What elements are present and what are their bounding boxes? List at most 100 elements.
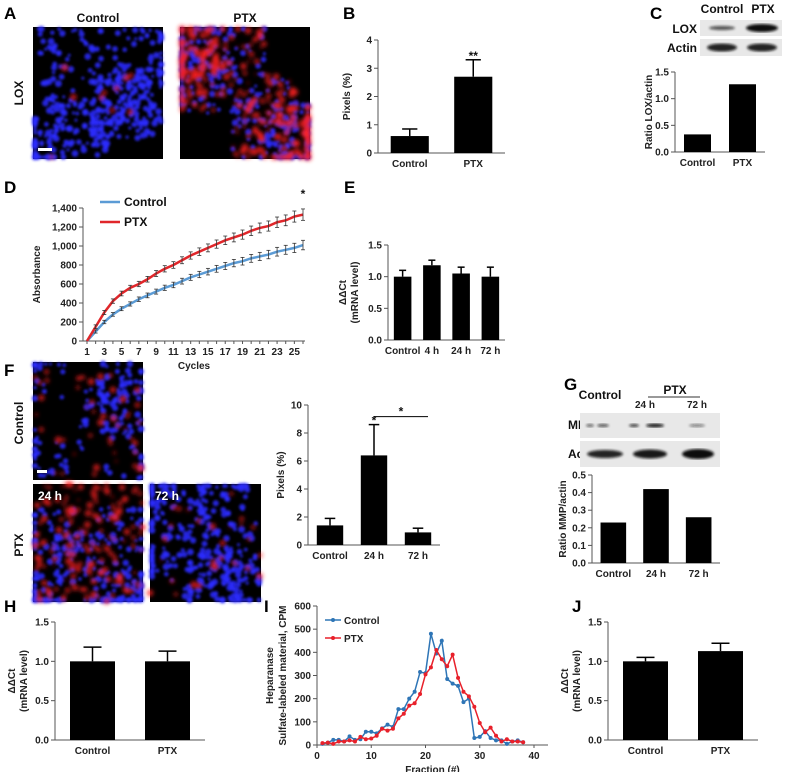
nucleus [123,383,128,388]
signal-spot [245,565,251,571]
nucleus [184,566,190,573]
signal-spot [87,378,95,385]
signal-spot [36,589,42,595]
nucleus [130,84,134,88]
y-tick-label: 0.3 [572,506,586,517]
nucleus [129,506,137,514]
nucleus [171,488,177,494]
nucleus [33,121,37,125]
data-point [450,652,455,657]
signal-spot [261,27,265,31]
nucleus [62,463,70,471]
nucleus [113,125,119,132]
signal-spot [99,528,104,534]
panel-label-e: E [344,178,355,197]
nucleus [81,76,85,80]
nucleus [64,57,70,62]
bar-E-0 [393,276,412,340]
x-tick-label: 17 [220,347,232,358]
nucleus [188,588,194,594]
data-point [428,665,433,670]
signal-spot [305,112,311,117]
signal-spot [205,76,209,79]
nucleus [208,75,214,82]
signal-spot [185,40,191,45]
nucleus [187,108,192,113]
nucleus [139,132,147,139]
signal-spot [213,63,221,71]
x-tick-label: 72 h [480,346,500,357]
nucleus [33,126,37,130]
nucleus [208,90,216,98]
micrograph-f-control [31,360,145,481]
signal-spot [260,99,265,104]
y-tick-label: 100 [294,717,311,728]
nucleus [59,394,65,400]
nucleus [143,89,148,94]
y-tick-label: 0.5 [35,696,49,707]
signal-layer [33,369,145,477]
signal-spot [280,88,285,94]
nucleus [198,572,202,576]
panel-label-j: J [572,597,581,616]
nucleus [46,520,52,526]
signal-spot [237,155,240,159]
nucleus [135,78,140,82]
nucleus [300,102,307,109]
y-axis-label: ΔΔCt [560,668,571,694]
nucleus [49,104,55,110]
significance-marker: * [372,414,377,428]
nucleus [91,78,99,86]
nucleus [133,379,139,384]
nucleus [105,364,109,369]
f-row-ptx: PTX [12,533,26,556]
nucleus [38,155,42,159]
significance-marker: ** [469,49,479,63]
signal-spot [76,376,80,380]
nucleus [71,111,76,115]
nucleus [250,144,256,150]
nucleus [37,365,43,372]
signal-spot [183,56,188,61]
signal-spot [195,80,201,87]
y-tick-label: 200 [60,318,77,329]
panel-label-f: F [4,361,14,380]
signal-spot [180,37,184,41]
nucleus [215,30,222,37]
nucleus [50,30,55,35]
nucleus [99,360,107,368]
nucleus [225,572,229,577]
nucleus [224,548,228,553]
signal-spot [209,523,216,530]
signal-spot [110,415,117,422]
nucleus [111,588,117,593]
nucleus [120,594,126,600]
x-tick-label: 19 [237,347,249,358]
nucleus [181,592,189,600]
nucleus [100,131,107,138]
signal-spot [258,553,263,558]
nucleus [50,146,57,154]
y-tick-label: 0.0 [572,559,586,570]
x-tick-label: 9 [153,347,159,358]
nucleus [152,509,159,515]
signal-spot [299,121,307,129]
signal-spot [132,463,138,469]
signal-spot [176,506,182,512]
signal-spot [203,50,211,58]
nucleus [32,438,39,445]
signal-spot [252,149,256,153]
signal-spot [220,91,227,98]
nucleus [208,555,214,561]
signal-spot [273,73,280,80]
signal-spot [98,486,102,490]
nucleus [149,92,154,97]
nucleus [98,391,105,398]
y-tick-label: 0 [71,337,77,348]
nucleus [112,45,118,52]
signal-spot [270,154,275,160]
signal-spot [93,513,100,520]
nucleus [66,148,70,152]
y-tick-label: 0.0 [655,148,669,159]
bar-E-2 [452,273,470,340]
